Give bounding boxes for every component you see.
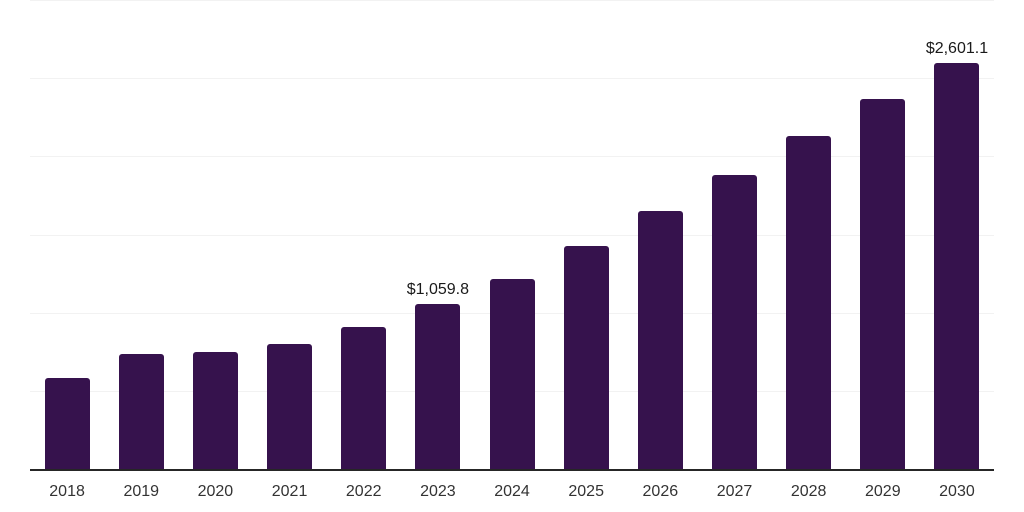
plot-area: $1,059.8 $2,601.1 (30, 0, 994, 470)
bar-slot-2020 (178, 0, 252, 470)
bar-slot-2021 (252, 0, 326, 470)
bar-2026 (637, 210, 683, 470)
x-tick-label-2024: 2024 (494, 483, 530, 500)
bar-2025 (563, 245, 609, 470)
x-tick-label-2018: 2018 (49, 483, 85, 500)
bar-slot-2030: $2,601.1 (920, 0, 994, 470)
x-tick-label-2020: 2020 (197, 483, 234, 500)
bar-slot-2026 (623, 0, 697, 470)
bar-slot-2024 (475, 0, 549, 470)
x-tick-label-2025: 2025 (568, 483, 604, 500)
bar-2029 (860, 99, 906, 470)
bar-2028 (786, 136, 832, 470)
bar-slot-2018 (30, 0, 104, 470)
bar-2020 (192, 352, 238, 470)
x-axis-labels: 2018 2019 2020 2021 2022 2023 2024 2025 2026 2027… (30, 482, 994, 502)
x-tick-label-2021: 2021 (271, 483, 308, 500)
bar-2018 (44, 377, 90, 470)
data-label-2023: $1,059.8 (406, 281, 469, 299)
x-tick-label-2030: 2030 (939, 483, 975, 500)
bar-slot-2028 (772, 0, 846, 470)
bar-2021 (267, 343, 313, 470)
data-label-2030: $2,601.1 (925, 40, 989, 58)
bar-2024 (489, 278, 535, 470)
bar-slot-2022 (327, 0, 401, 470)
x-tick-label-2029: 2029 (865, 483, 901, 500)
bar-2022 (341, 326, 387, 470)
gridline-2500 (30, 78, 994, 80)
gridline-1500 (30, 234, 994, 236)
x-tick-label-2026: 2026 (642, 483, 679, 500)
bar-slot-2027 (697, 0, 771, 470)
bar-2019 (118, 353, 164, 470)
bar-slot-2029 (846, 0, 920, 470)
x-tick-label-2027: 2027 (716, 483, 753, 500)
gridline-2000 (30, 156, 994, 158)
x-tick-label-2019: 2019 (123, 483, 160, 500)
x-tick-label-2023: 2023 (420, 483, 456, 500)
x-tick-label-2028: 2028 (790, 483, 827, 500)
gridline-3000 (30, 0, 994, 1)
bars: $1,059.8 $2,601.1 (30, 0, 994, 470)
bar-slot-2019 (104, 0, 178, 470)
x-axis-line (30, 469, 994, 471)
x-tick-label-2022: 2022 (345, 483, 382, 500)
bar-2027 (711, 174, 757, 470)
bar-2023: $1,059.8 (407, 281, 469, 470)
bar-slot-2023: $1,059.8 (401, 0, 475, 470)
bar-slot-2025 (549, 0, 623, 470)
bar-2030: $2,601.1 (926, 40, 988, 470)
